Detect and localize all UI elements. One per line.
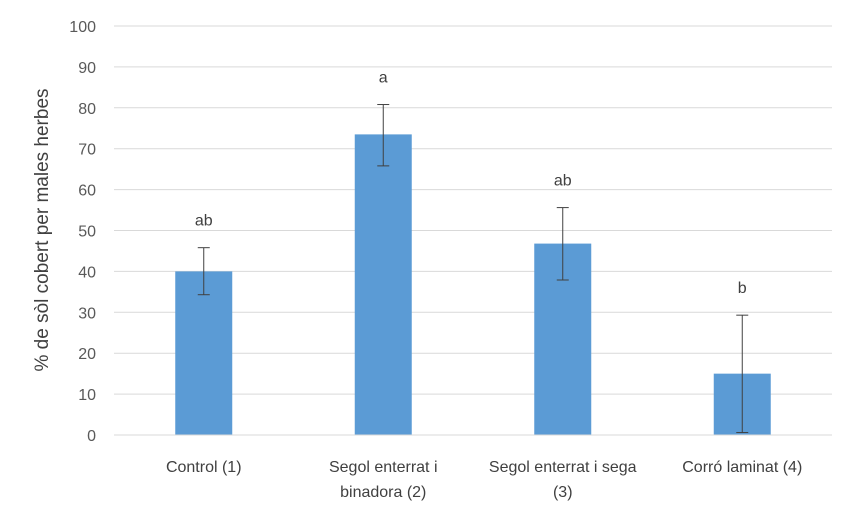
x-category-label: Segol enterrat i binadora (2) [329,459,438,501]
significance-label: b [738,280,747,297]
bar [354,134,412,435]
y-tick-label: 0 [87,428,96,445]
bar [175,271,233,435]
y-tick-label: 20 [78,346,96,363]
x-category-label: Control (1) [166,459,242,476]
error-bars [197,104,749,434]
y-tick-label: 50 [78,224,96,241]
significance-labels: ab a ab b [195,70,747,298]
y-tick-label: 80 [78,101,96,118]
y-tick-label: 30 [78,305,96,322]
category-labels: Control (1) Segol enterrat i binadora (2) S… [166,459,802,501]
y-tick-label: 40 [78,264,96,281]
y-axis-title: % de sòl cobert per males herbes [32,88,53,371]
y-tick-label: 100 [69,19,96,36]
bars [175,134,771,435]
y-tick-label: 70 [78,142,96,159]
x-category-label: Segol enterrat i sega (3) [489,459,637,501]
y-axis-ticks: 0 10 20 30 40 50 60 70 80 90 100 [69,19,96,445]
significance-label: ab [195,213,213,230]
y-tick-label: 10 [78,387,96,404]
significance-label: a [379,70,388,87]
y-tick-label: 60 [78,183,96,200]
significance-label: ab [554,173,572,190]
x-category-label: Corró laminat (4) [682,459,802,476]
gridlines [114,25,832,395]
y-tick-label: 90 [78,60,96,77]
